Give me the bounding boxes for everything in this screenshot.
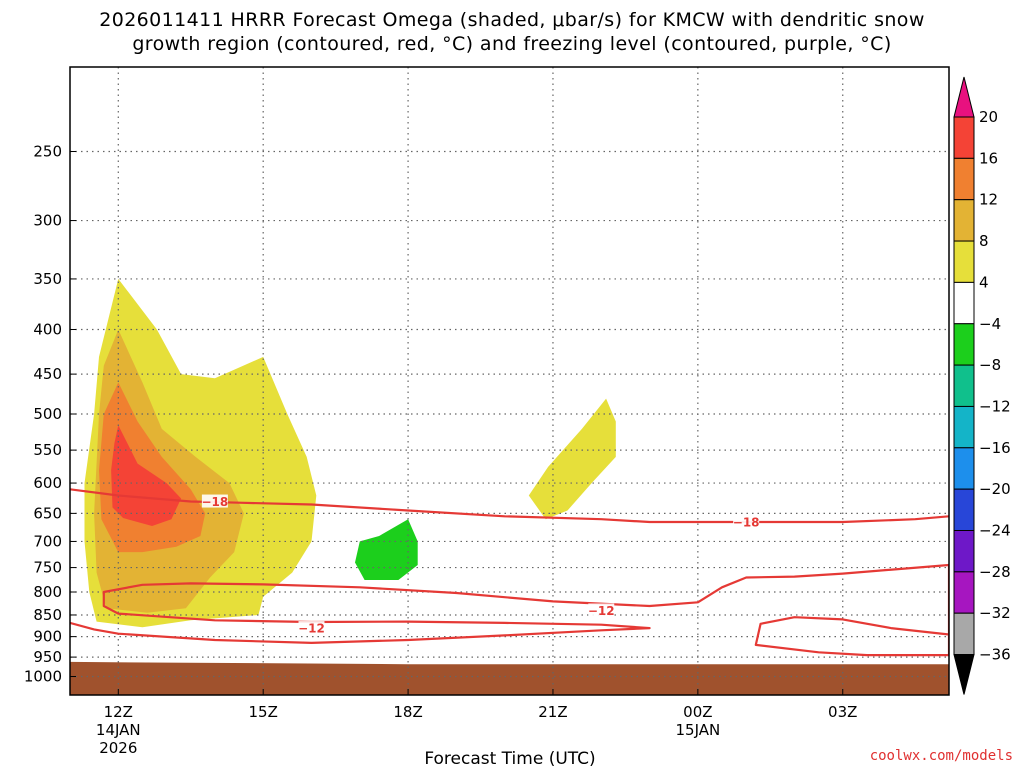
dgz-contours: −18 −18 −12 −12 [70,488,949,657]
y-tick-label-250: 250 [33,143,62,161]
y-tick-label-550: 550 [33,441,62,459]
plot-frame [69,66,950,696]
y-tick-label-600: 600 [33,474,62,492]
colorbar-label-3: 12 [979,191,998,209]
colorbar-label-11: −24 [979,522,1011,540]
contour-label-2-1: −12 [298,622,325,636]
omega-region-5 [528,398,616,520]
x-tick-label-03Z: 03Z [828,703,857,721]
colorbar-segment-11 [953,530,975,573]
colorbar-segment-8 [953,405,975,449]
chart-title-line-2: growth region (contoured, red, °C) and f… [132,33,892,55]
x-tick-date-12Z: 14JAN [96,721,141,739]
x-tick-label-15Z: 15Z [248,703,277,721]
y-tick-label-400: 400 [33,321,62,339]
y-tick-label-750: 750 [33,559,62,577]
contour-label-1-1: −18 [202,495,229,509]
x-tick-label-12Z: 12Z [104,703,133,721]
contour-label-bg [588,603,615,617]
contour-label-bg [201,494,228,508]
colorbar-label-12: −28 [979,563,1011,581]
colorbar-top-arrow [953,76,975,118]
colorbar-segment-10 [953,488,975,531]
x-axis-title: Forecast Time (UTC) [424,749,595,768]
y-axis: 250 300 350 400 450 500 550 600 650 700 750 800 850 9… [24,143,76,686]
ground-fill [70,661,949,695]
colorbar-label-2: 16 [979,149,998,167]
contour-label-bg [733,515,760,529]
y-tick-label-650: 650 [33,504,62,522]
y-tick-label-800: 800 [33,583,62,601]
x-tick-date-00Z: 15JAN [675,721,720,739]
dgz-contour-line-1 [70,488,949,524]
colorbar-segment-13 [953,612,975,656]
y-tick-label-700: 700 [33,532,62,550]
x-tick-label-18Z: 18Z [393,703,422,721]
colorbar-label-5: 4 [979,273,989,291]
colorbar-segment-12 [953,571,975,614]
dgz-contour-line-2 [70,563,949,657]
colorbar-label-6: −4 [979,315,1001,333]
y-tick-label-900: 900 [33,628,62,646]
y-tick-label-850: 850 [33,606,62,624]
omega-region-6 [355,519,418,580]
colorbar-segment-2 [953,157,975,201]
y-tick-label-450: 450 [33,365,62,383]
y-tick-label-500: 500 [33,405,62,423]
x-tick-year-12Z: 2026 [99,739,137,757]
colorbar-segment-9 [953,447,975,490]
colorbar-label-14: −36 [979,646,1011,664]
x-tick-label-21Z: 21Z [538,703,567,721]
colorbar-label-10: −20 [979,480,1011,498]
ground-layer [70,661,949,695]
colorbar-segment-4 [953,240,975,283]
omega-region-4 [111,425,182,526]
chart-title-line-1: 2026011411 HRRR Forecast Omega (shaded, … [99,9,925,31]
contour-label-2-2: −12 [588,604,615,618]
contour-label-1-2: −18 [733,516,760,530]
colorbar-segment-3 [953,199,975,242]
colorbar-segment-6 [953,323,975,366]
y-tick-label-350: 350 [33,270,62,288]
colorbar-label-4: 8 [979,232,989,250]
colorbar-bottom-arrow [953,654,975,695]
gridlines [70,67,949,695]
colorbar-segment-7 [953,364,975,407]
y-tick-label-950: 950 [33,648,62,666]
x-tick-label-00Z: 00Z [683,703,712,721]
colorbar-label-13: −32 [979,604,1011,622]
y-tick-label-300: 300 [33,212,62,230]
colorbar-segment-5 [953,281,975,325]
colorbar-segment-1 [953,116,975,159]
colorbar: 20 16 12 8 4 −4 −8 −12 −16 −20 −24 −28 −32 −36 [953,76,1011,695]
chart-title: 2026011411 HRRR Forecast Omega (shaded, … [0,8,1024,56]
colorbar-label-1: 20 [979,108,998,126]
contour-label-bg [298,621,325,635]
colorbar-label-9: −16 [979,439,1011,457]
colorbar-label-8: −12 [979,397,1011,415]
y-tick-label-1000: 1000 [24,668,62,686]
credit-link[interactable]: coolwx.com/models [870,748,1013,764]
colorbar-label-7: −8 [979,356,1001,374]
